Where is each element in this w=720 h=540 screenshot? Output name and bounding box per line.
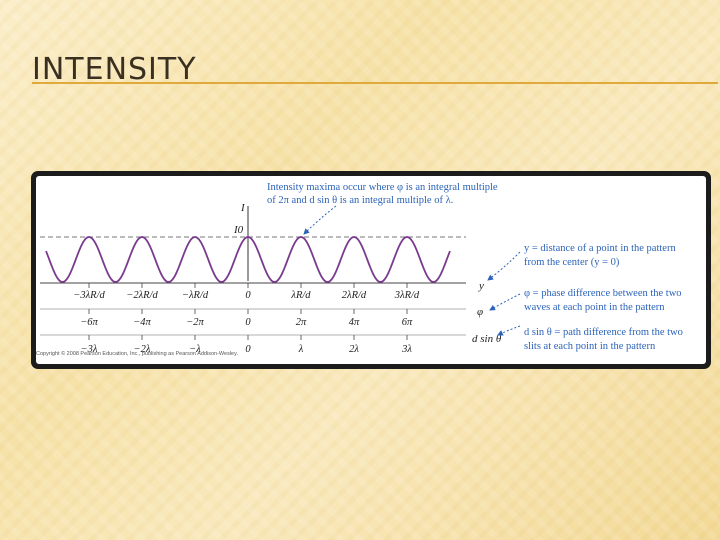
label-y-3: 0 <box>245 290 251 301</box>
row-phi-labels: −6π −4π −2π 0 2π 4π 6π <box>80 317 413 328</box>
label-y-2: −λR/d <box>182 290 209 301</box>
label-phi-6: 6π <box>402 317 413 328</box>
label-dsin-4: λ <box>298 344 304 355</box>
legend-phi-line1: φ = phase difference between the two <box>524 288 682 299</box>
title-underline <box>32 82 718 84</box>
label-y-1: −2λR/d <box>126 290 158 301</box>
legend-y-line2: from the center (y = 0) <box>524 257 620 268</box>
label-phi-2: −2π <box>186 317 204 328</box>
legend-arrow-phi <box>489 293 521 311</box>
row-symbol-dsin: d sin θ <box>472 333 502 345</box>
row-symbol-y: y <box>478 280 484 292</box>
label-phi-0: −6π <box>80 317 98 328</box>
legend-phi-line2: waves at each point in the pattern <box>524 302 665 313</box>
tick-marks <box>88 283 408 340</box>
label-phi-4: 2π <box>296 317 307 328</box>
label-y-0: −3λR/d <box>73 290 105 301</box>
label-dsin-5: 2λ <box>349 344 359 355</box>
row-dsin-labels: −3λ −2λ −λ 0 λ 2λ 3λ <box>81 344 413 355</box>
max-intensity-label: I0 <box>233 224 244 236</box>
legend-dsin-line2: slits at each point in the pattern <box>524 341 656 352</box>
intensity-curve <box>45 236 451 283</box>
label-y-6: 3λR/d <box>394 290 420 301</box>
label-phi-5: 4π <box>349 317 360 328</box>
label-dsin-0: −3λ <box>81 344 98 355</box>
label-dsin-3: 0 <box>245 344 251 355</box>
label-dsin-1: −2λ <box>134 344 151 355</box>
annotation-maxima-line1: Intensity maxima occur where φ is an int… <box>267 182 498 193</box>
label-y-4: λR/d <box>290 290 311 301</box>
intensity-axis-label: I <box>240 202 246 214</box>
row-symbol-phi: φ <box>477 306 483 318</box>
legend-y-line1: y = distance of a point in the pattern <box>524 243 676 254</box>
label-y-5: 2λR/d <box>342 290 367 301</box>
label-phi-3: 0 <box>245 317 251 328</box>
row-y-labels: −3λR/d −2λR/d −λR/d 0 λR/d 2λR/d 3λR/d <box>73 290 420 301</box>
annotation-arrow-maxima <box>303 205 337 235</box>
copyright-notice: Copyright © 2008 Pearson Education, Inc.… <box>36 351 238 357</box>
slide-title: INTENSITY <box>32 52 197 87</box>
figure-frame: Intensity maxima occur where φ is an int… <box>31 171 711 369</box>
legend-arrow-dsin <box>497 325 521 336</box>
label-dsin-2: −λ <box>189 344 201 355</box>
legend-arrow-y <box>487 251 521 281</box>
interference-figure: Intensity maxima occur where φ is an int… <box>36 176 706 364</box>
interference-diagram: Intensity maxima occur where φ is an int… <box>40 182 683 355</box>
label-dsin-6: 3λ <box>401 344 412 355</box>
annotation-maxima-line2: of 2π and d sin θ is an integral multipl… <box>267 195 453 206</box>
label-phi-1: −4π <box>133 317 151 328</box>
legend-dsin-line1: d sin θ = path difference from the two <box>524 327 683 338</box>
